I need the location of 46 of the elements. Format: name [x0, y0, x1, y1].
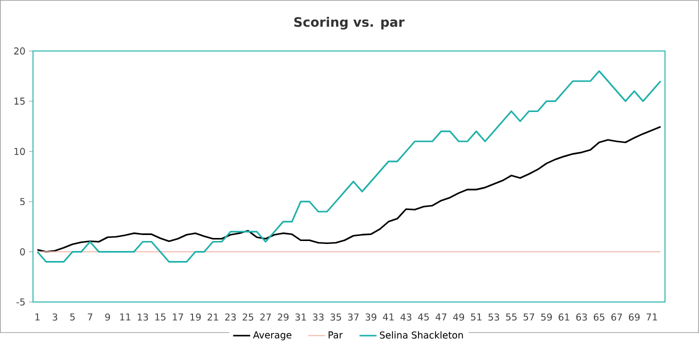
x-tick-label: 13 [138, 313, 148, 321]
x-tick-label: 71 [646, 314, 657, 320]
x-tick-label: 35 [330, 313, 342, 321]
x-tick-label: 43 [400, 313, 412, 321]
x-tick-label: 47 [436, 314, 446, 320]
x-tick-label: 53 [488, 313, 500, 321]
x-tick-label: 59 [541, 313, 552, 321]
x-tick-label: 55 [506, 314, 517, 321]
x-tick-label: 29 [278, 313, 289, 321]
x-tick-label: 31 [295, 313, 306, 321]
legend-label: Selina Shackleton [380, 331, 463, 339]
y-tick-label: 10 [14, 148, 25, 155]
chart-title: Scoring vs. par [294, 16, 405, 30]
y-tick-label: 20 [14, 47, 25, 55]
x-tick-label: 27 [260, 313, 271, 321]
x-tick-label: 67 [611, 313, 622, 321]
x-tick-label: 9 [105, 313, 110, 321]
x-tick-label: 25 [242, 313, 254, 321]
legend-label: Par [328, 331, 343, 338]
y-tick-label: 5 [20, 198, 25, 206]
legend-label: Average [253, 331, 292, 340]
x-tick-label: 49 [453, 313, 464, 321]
x-tick-label: 39 [366, 313, 376, 321]
x-tick-label: 19 [190, 313, 201, 321]
x-tick-label: 45 [418, 314, 429, 321]
x-tick-label: 65 [594, 313, 604, 321]
y-tick-label: -5 [16, 298, 25, 306]
x-tick-label: 11 [120, 314, 130, 320]
x-tick-label: 1 [35, 314, 40, 320]
x-tick-label: 57 [524, 314, 534, 321]
x-tick-label: 37 [348, 313, 359, 321]
y-tick-label: 15 [14, 98, 25, 105]
x-tick-label: 17 [172, 314, 184, 320]
x-tick-label: 69 [628, 313, 640, 321]
x-tick-label: 61 [558, 313, 570, 321]
x-tick-label: 41 [382, 314, 394, 320]
x-tick-label: 23 [225, 313, 236, 321]
x-tick-label: 7 [88, 314, 92, 320]
x-tick-label: 3 [52, 313, 58, 321]
x-tick-label: 15 [155, 314, 166, 321]
x-tick-label: 51 [470, 314, 482, 321]
x-tick-label: 63 [576, 313, 587, 321]
x-tick-label: 5 [70, 314, 75, 321]
y-tick-label: 0 [20, 248, 25, 256]
x-tick-label: 21 [208, 313, 218, 321]
x-tick-label: 33 [312, 313, 324, 321]
